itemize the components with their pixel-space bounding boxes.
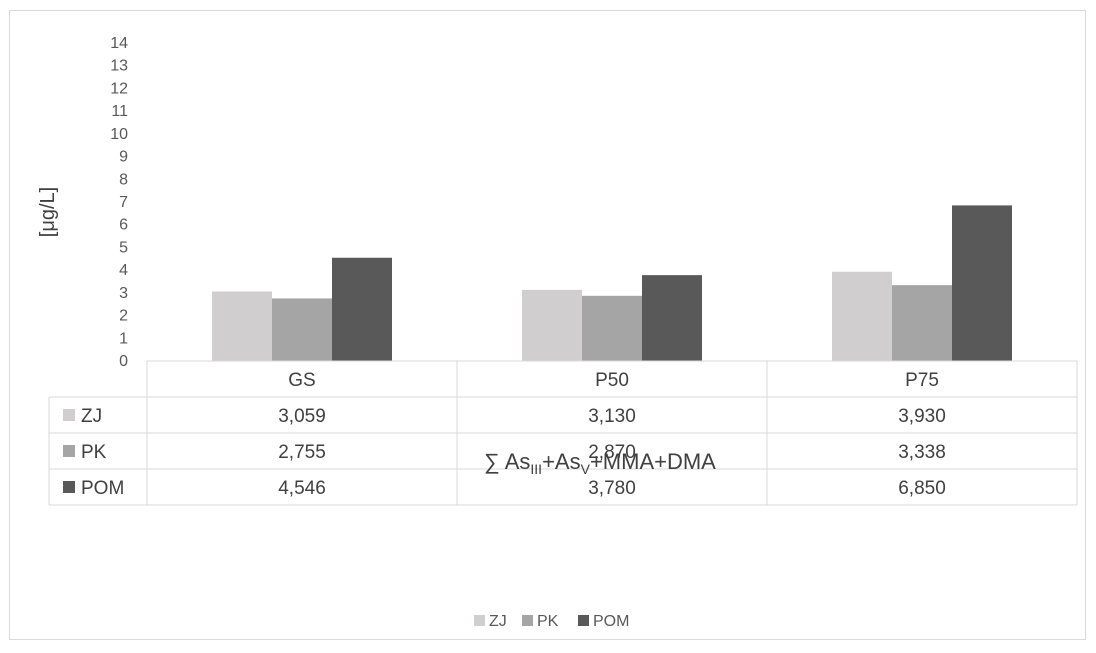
y-tick-label: 2 xyxy=(119,308,128,325)
x-label-text: +As xyxy=(542,449,581,474)
bar-pom-gs xyxy=(332,257,392,361)
legend-swatch-zj xyxy=(474,615,485,626)
y-tick-label: 13 xyxy=(110,58,128,75)
series-key-swatch xyxy=(63,409,75,421)
series-row-label: PK xyxy=(81,442,107,463)
series-row-label: POM xyxy=(81,478,124,499)
y-tick-label: 5 xyxy=(119,239,128,256)
y-tick-label: 3 xyxy=(119,285,128,302)
category-label: P75 xyxy=(905,370,939,391)
data-cell: 6,850 xyxy=(898,478,946,499)
legend-label-pk: PK xyxy=(537,613,559,630)
bar-zj-p75 xyxy=(832,271,892,361)
y-tick-label: 0 xyxy=(119,353,128,370)
data-cell: 3,059 xyxy=(278,406,326,427)
y-tick-label: 6 xyxy=(119,217,128,234)
y-tick-label: 14 xyxy=(110,35,128,52)
data-cell: 3,338 xyxy=(898,442,946,463)
data-cell: 2,870 xyxy=(588,442,636,463)
y-tick-label: 11 xyxy=(111,103,128,120)
y-tick-label: 10 xyxy=(110,126,128,143)
x-label-subscript: III xyxy=(530,461,542,477)
bar-pom-p50 xyxy=(642,275,702,361)
y-tick-label: 4 xyxy=(119,262,128,279)
legend: ZJ PK POM xyxy=(474,613,629,630)
data-table: GS P50 P75 ZJ 3,059 3,130 3,930 PK 2,755 2,870 3,3… xyxy=(48,360,1078,506)
legend-swatch-pom xyxy=(578,615,589,626)
data-cell: 3,780 xyxy=(588,478,636,499)
bar-zj-gs xyxy=(212,291,272,361)
y-tick-label: 8 xyxy=(119,171,128,188)
y-tick-label: 12 xyxy=(110,80,128,97)
series-key-swatch xyxy=(63,481,75,493)
series-row-label: ZJ xyxy=(81,406,102,427)
bar-zj-p50 xyxy=(522,289,582,361)
bar-pom-p75 xyxy=(952,205,1012,361)
data-cell: 4,546 xyxy=(278,478,326,499)
data-cell: 3,130 xyxy=(588,406,636,427)
legend-swatch-pk xyxy=(522,615,533,626)
data-cell: 2,755 xyxy=(278,442,326,463)
legend-label-zj: ZJ xyxy=(489,613,507,630)
y-axis-label: [μg/L] xyxy=(37,187,59,237)
bar-pk-p75 xyxy=(892,285,952,361)
legend-label-pom: POM xyxy=(593,613,629,630)
series-key-swatch xyxy=(63,445,75,457)
x-label-text: +MMA+DMA xyxy=(590,449,716,474)
x-label-text: ∑ As xyxy=(484,449,530,474)
y-tick-label: 7 xyxy=(119,194,128,211)
bar-pk-p50 xyxy=(582,295,642,361)
x-axis-label: ∑ AsIII+AsV+MMA+DMA xyxy=(484,449,716,477)
y-tick-label: 1 xyxy=(119,330,128,347)
x-label-subscript: V xyxy=(581,461,591,477)
y-tick-label: 9 xyxy=(119,149,128,166)
category-label: GS xyxy=(288,370,315,391)
bars xyxy=(212,205,1012,361)
category-label: P50 xyxy=(595,370,629,391)
bar-pk-gs xyxy=(272,298,332,361)
data-cell: 3,930 xyxy=(898,406,946,427)
